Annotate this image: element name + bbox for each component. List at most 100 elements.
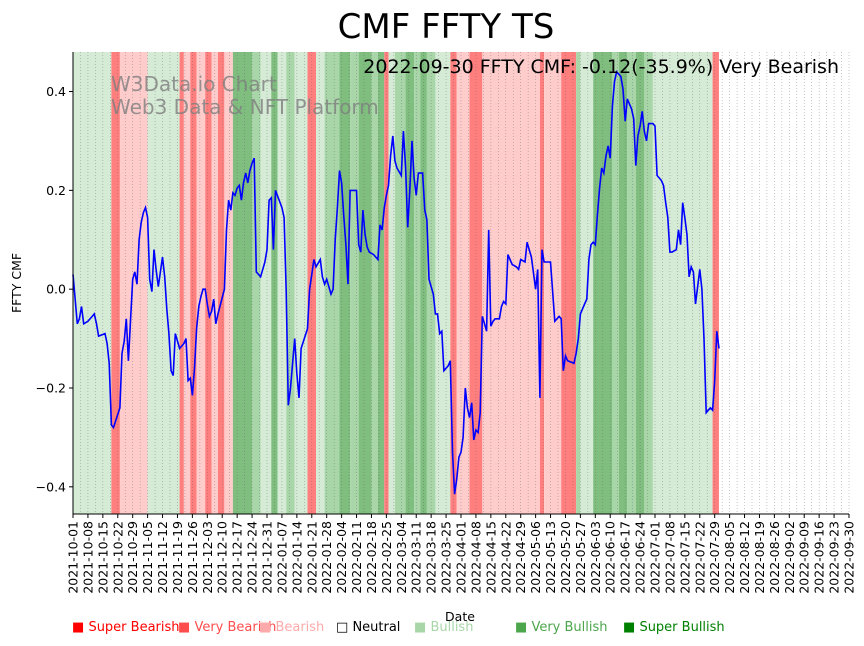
x-tick-label: 2022-02-18 xyxy=(364,521,379,594)
band-bearish xyxy=(224,52,233,514)
band-neutral xyxy=(652,52,713,514)
x-tick-label: 2021-12-31 xyxy=(260,521,275,594)
x-tick-label: 2021-11-05 xyxy=(140,521,155,594)
watermark-line-1: W3Data.io Chart xyxy=(111,72,277,96)
legend-swatch: ■ xyxy=(178,620,191,635)
band-bearish xyxy=(482,52,540,514)
band-neutral xyxy=(73,52,112,514)
x-tick-label: 2021-10-08 xyxy=(80,521,95,594)
legend-label: Bullish xyxy=(430,620,474,635)
y-ticks: −0.4 −0.2 0.0 0.2 0.4 xyxy=(36,84,73,494)
y-axis-label: FFTY CMF xyxy=(9,253,24,313)
band-bearish xyxy=(456,52,470,514)
band-very-bullish xyxy=(358,52,372,514)
band-very-bearish xyxy=(179,52,184,514)
x-tick-label: 2021-12-10 xyxy=(215,521,230,594)
band-bullish xyxy=(612,52,619,514)
x-tick-label: 2021-12-17 xyxy=(230,521,245,594)
band-bullish xyxy=(644,52,653,514)
band-bearish xyxy=(183,52,191,514)
legend-label: Very Bearish xyxy=(194,620,277,635)
x-tick-label: 2022-08-12 xyxy=(737,521,752,594)
band-bullish xyxy=(252,52,261,514)
x-tick-label: 2022-09-02 xyxy=(782,521,797,594)
band-very-bearish xyxy=(111,52,120,514)
legend-super-bullish: ■ Super Bullish xyxy=(623,620,725,635)
legend: ■ Super Bearish ■ Very Bearish ■ Bearish… xyxy=(72,620,852,640)
x-tick-label: 2022-05-06 xyxy=(528,521,543,594)
x-tick-label: 2022-02-04 xyxy=(334,521,349,594)
band-very-bearish xyxy=(190,52,197,514)
x-tick-label: 2022-04-15 xyxy=(483,521,498,594)
band-very-bullish xyxy=(618,52,628,514)
x-tick-label: 2022-01-07 xyxy=(274,521,289,594)
x-tick-label: 2022-04-22 xyxy=(498,521,513,594)
x-tick-label: 2021-10-22 xyxy=(110,521,125,594)
y-tick-label: 0.2 xyxy=(46,183,66,198)
x-tick-label: 2022-07-22 xyxy=(692,521,707,594)
band-bearish xyxy=(196,52,206,514)
legend-label: Neutral xyxy=(352,620,401,635)
chart-subtitle: 2022-09-30 FFTY CMF: -0.12(-35.9%) Very … xyxy=(363,56,839,78)
cmf-series-line xyxy=(72,70,720,495)
legend-swatch: ■ xyxy=(72,620,85,635)
x-tick-label: 2022-07-15 xyxy=(677,521,692,594)
band-neutral xyxy=(260,52,272,514)
x-tick-label: 2022-05-13 xyxy=(543,521,558,594)
x-tick-label: 2022-06-03 xyxy=(588,521,603,594)
legend-very-bearish: ■ Very Bearish xyxy=(178,620,276,635)
x-tick-label: 2022-08-05 xyxy=(722,521,737,594)
legend-label: Very Bullish xyxy=(531,620,608,635)
band-very-bearish xyxy=(712,52,719,514)
legend-bullish: ■ Bullish xyxy=(414,620,473,635)
band-very-bearish xyxy=(561,52,577,514)
x-tick-label: 2021-10-29 xyxy=(125,521,140,594)
legend-bearish: ■ Bearish xyxy=(259,620,324,635)
band-bearish xyxy=(119,52,148,514)
x-tick-label: 2021-12-24 xyxy=(245,521,260,594)
x-tick-label: 2022-03-11 xyxy=(409,521,424,594)
band-bullish xyxy=(371,52,378,514)
band-bullish xyxy=(627,52,636,514)
chart-title: CMF FFTY TS xyxy=(338,7,555,47)
x-tick-label: 2022-01-14 xyxy=(289,521,304,594)
x-tick-label: 2022-03-18 xyxy=(424,521,439,594)
band-bullish xyxy=(576,52,581,514)
legend-swatch: ■ xyxy=(414,620,427,635)
band-bullish xyxy=(324,52,340,514)
legend-very-bullish: ■ Very Bullish xyxy=(515,620,608,635)
band-very-bearish xyxy=(205,52,212,514)
x-tick-label: 2021-10-15 xyxy=(95,521,110,594)
y-tick-label: −0.2 xyxy=(36,381,66,396)
band-neutral xyxy=(294,52,308,514)
legend-swatch: ■ xyxy=(259,620,272,635)
legend-swatch: ■ xyxy=(623,620,636,635)
band-neutral xyxy=(580,52,594,514)
x-tick-label: 2022-04-08 xyxy=(468,521,483,594)
x-tick-label: 2021-10-01 xyxy=(66,521,81,594)
legend-neutral: □ Neutral xyxy=(336,620,400,635)
x-tick-label: 2022-06-17 xyxy=(618,521,633,594)
y-tick-label: 0.4 xyxy=(46,84,66,99)
y-tick-label: −0.4 xyxy=(36,479,66,494)
x-tick-label: 2022-09-16 xyxy=(812,521,827,594)
x-tick-label: 2022-09-30 xyxy=(842,521,857,594)
x-tick-label: 2021-11-12 xyxy=(155,521,170,594)
x-tick-label: 2022-06-24 xyxy=(633,521,648,594)
band-very-bullish xyxy=(339,52,351,514)
x-tick-label: 2022-05-27 xyxy=(573,521,588,594)
x-tick-label: 2022-09-09 xyxy=(797,521,812,594)
band-bullish xyxy=(394,52,406,514)
watermark-line-2: Web3 Data & NFT Platform xyxy=(111,95,379,119)
legend-super-bearish: ■ Super Bearish xyxy=(72,620,180,635)
x-tick-label: 2022-02-25 xyxy=(379,521,394,594)
band-bullish xyxy=(414,52,421,514)
x-tick-label: 2022-04-01 xyxy=(454,521,469,594)
x-tick-label: 2022-02-11 xyxy=(349,521,364,594)
x-tick-label: 2022-09-23 xyxy=(827,521,842,594)
x-tick-label: 2021-11-19 xyxy=(170,521,185,594)
band-very-bullish xyxy=(232,52,253,514)
band-neutral xyxy=(316,52,325,514)
band-very-bearish xyxy=(217,52,225,514)
x-tick-label: 2022-04-29 xyxy=(513,521,528,594)
